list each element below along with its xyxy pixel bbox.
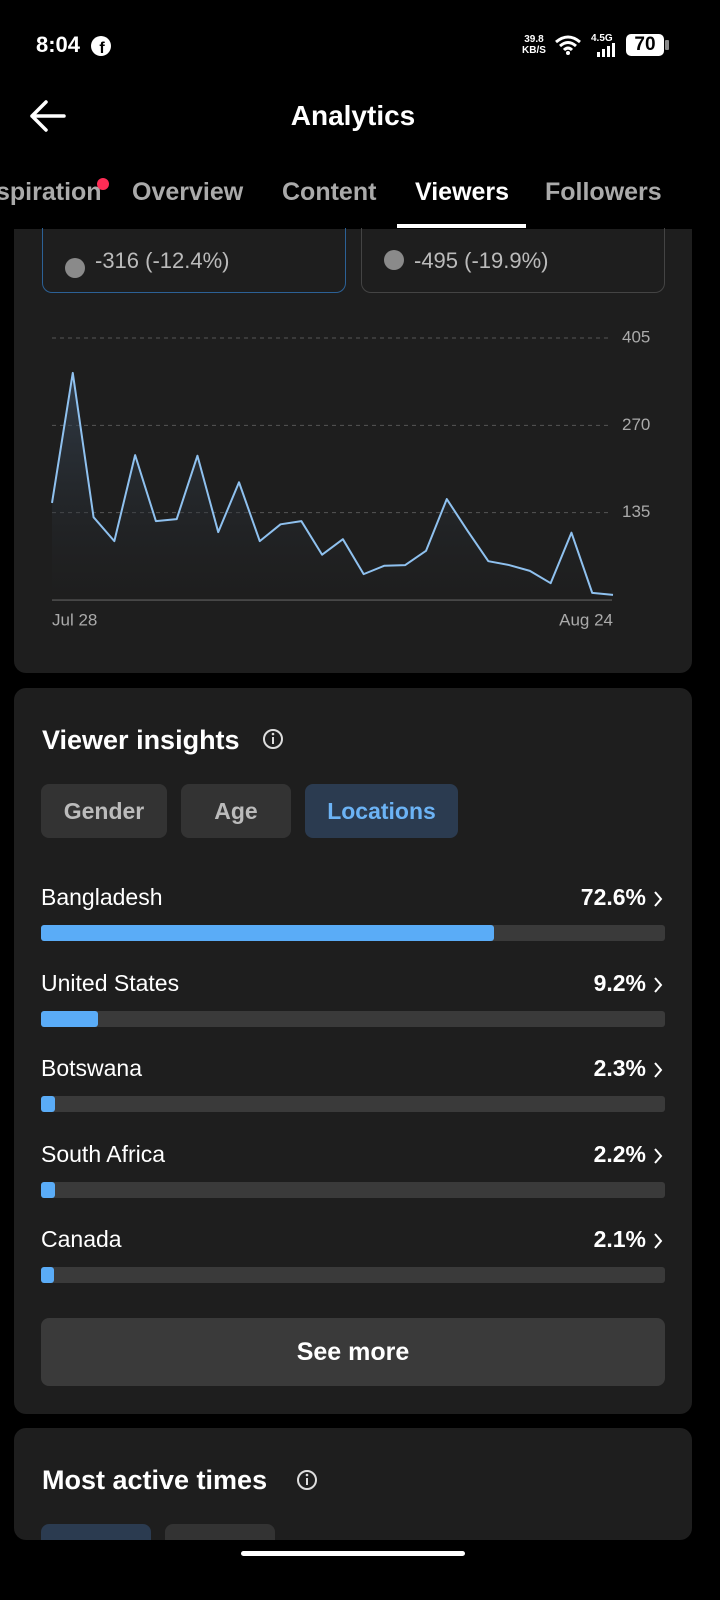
- filter-button[interactable]: [41, 1524, 151, 1540]
- down-icon: [65, 258, 85, 278]
- battery: [626, 34, 664, 56]
- bar: [41, 1010, 99, 1027]
- section-title: Viewer insights: [42, 725, 240, 755]
- location-name: United States: [41, 969, 180, 996]
- x-tick-label: Jul 28: [52, 610, 97, 629]
- y-tick-label: 405: [622, 327, 650, 346]
- facebook-icon: f: [91, 36, 111, 57]
- chevron-path: [654, 1148, 663, 1164]
- network-type: 4.5G: [591, 33, 613, 44]
- bar: [41, 925, 495, 941]
- location-name: Canada: [41, 1226, 122, 1253]
- active-times-card: [14, 1428, 692, 1540]
- bar: [41, 1096, 56, 1113]
- tab-indicator: [397, 224, 526, 228]
- chevron-path: [654, 1233, 663, 1250]
- chevron-path: [654, 976, 663, 993]
- chevron: [654, 1148, 663, 1164]
- notification-dot: [97, 178, 109, 190]
- area: [52, 372, 613, 600]
- location-percent[interactable]: 72.6%: [580, 884, 646, 910]
- nav-bar: [0, 1540, 720, 1600]
- net-speed: 39.8 KB/S: [522, 34, 546, 56]
- y-tick-label: 135: [622, 502, 650, 521]
- chevron: [654, 1062, 663, 1078]
- stat-box[interactable]: -495 (-19.9%): [361, 228, 665, 293]
- down-icon: [384, 250, 404, 270]
- location-percent[interactable]: 9.2%: [593, 969, 646, 996]
- location-name: South Africa: [41, 1140, 166, 1167]
- page-title: Analytics: [290, 100, 416, 131]
- chevron-path: [654, 891, 663, 907]
- bar-track: [41, 1010, 665, 1027]
- tab-fade: [660, 160, 720, 228]
- filter-button[interactable]: Locations: [305, 784, 458, 838]
- section-title: Most active times: [42, 1465, 268, 1495]
- tab[interactable]: spiration: [0, 178, 102, 206]
- y-tick-label: 270: [622, 415, 650, 434]
- location-name: Bangladesh: [41, 884, 163, 910]
- location-percent[interactable]: 2.3%: [593, 1055, 646, 1082]
- bar: [41, 1267, 55, 1284]
- location-percent[interactable]: 2.1%: [593, 1226, 646, 1253]
- battery-level: 70: [634, 34, 656, 55]
- bar-track: [41, 1267, 665, 1284]
- stat-box[interactable]: -316 (-12.4%): [42, 228, 346, 293]
- signal-icon: [597, 43, 615, 57]
- stat-change: -316 (-12.4%): [95, 248, 230, 273]
- clock: 8:04: [36, 32, 81, 57]
- bar: [41, 1181, 55, 1198]
- chevron: [654, 976, 663, 993]
- tab[interactable]: Viewers: [415, 178, 510, 206]
- tab[interactable]: Content: [282, 178, 377, 206]
- x-tick-label: Aug 24: [559, 610, 613, 629]
- svg-text:f: f: [99, 40, 105, 57]
- filter-button[interactable]: Age: [181, 784, 291, 838]
- info-icon[interactable]: [296, 1469, 320, 1493]
- line: [51, 371, 614, 596]
- line-chart: 135 270 405 Jul 28 Aug 24: [51, 327, 650, 629]
- location-name: Botswana: [41, 1055, 143, 1082]
- bar-track: [41, 1181, 665, 1198]
- filter-button[interactable]: Gender: [41, 784, 167, 838]
- location-percent[interactable]: 2.2%: [593, 1140, 646, 1167]
- stat-change: -495 (-19.9%): [414, 248, 549, 273]
- wifi-icon: [555, 35, 581, 55]
- see-more-button[interactable]: See more: [41, 1318, 665, 1386]
- filter-button[interactable]: [165, 1524, 275, 1540]
- bar-track: [41, 1096, 665, 1113]
- chevron: [654, 1233, 663, 1250]
- tab[interactable]: Overview: [132, 178, 244, 206]
- battery-tip: [665, 40, 669, 50]
- speed: 39.8: [524, 34, 544, 45]
- speed-unit: KB/S: [522, 45, 546, 56]
- info-icon[interactable]: [262, 728, 286, 752]
- back-button[interactable]: [28, 98, 68, 134]
- home-indicator[interactable]: [241, 1551, 465, 1556]
- chevron: [654, 891, 663, 907]
- chevron-path: [654, 1062, 663, 1078]
- tab[interactable]: Followers: [545, 178, 662, 206]
